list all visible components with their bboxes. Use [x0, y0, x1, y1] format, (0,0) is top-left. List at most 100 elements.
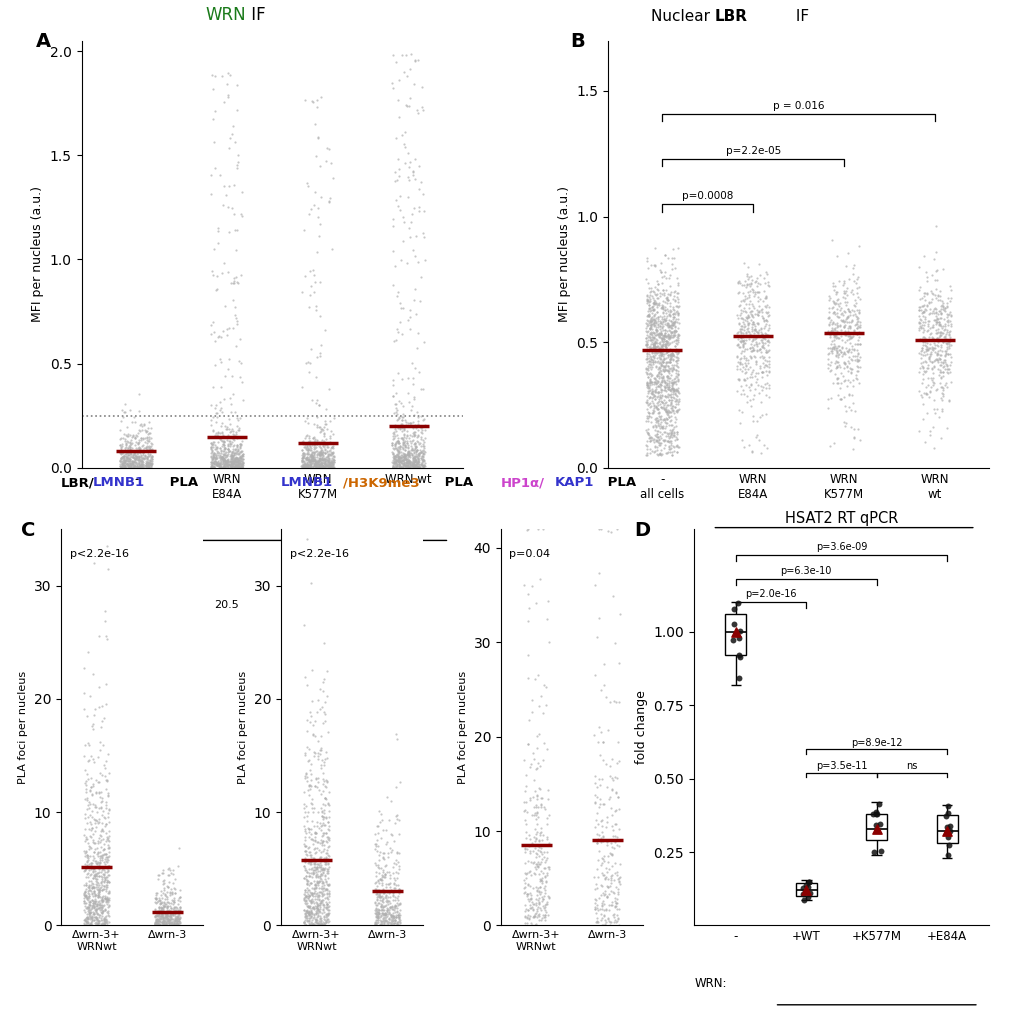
Point [539, 782, 555, 798]
Point [648, 354, 664, 370]
Point [652, 399, 668, 415]
Point [665, 382, 682, 399]
Point [97, 902, 113, 918]
Point [206, 460, 222, 476]
Point [314, 421, 330, 437]
Point [397, 98, 414, 114]
Point [304, 891, 320, 907]
Point [100, 899, 116, 915]
Point [312, 904, 328, 920]
Point [397, 454, 414, 470]
Point [309, 869, 325, 885]
Point [88, 909, 104, 925]
Point [752, 394, 768, 410]
Point [297, 457, 313, 473]
Point [638, 437, 654, 454]
Point [518, 793, 534, 810]
Point [645, 313, 661, 330]
Point [375, 913, 391, 930]
Point [172, 910, 189, 926]
Point [81, 882, 97, 898]
Point [311, 445, 327, 462]
Point [311, 842, 327, 858]
Point [914, 307, 930, 323]
Point [208, 425, 224, 441]
Point [661, 443, 678, 460]
Point [643, 345, 659, 361]
Point [297, 882, 313, 898]
Point [309, 901, 325, 917]
Point [233, 447, 250, 464]
Point [232, 458, 249, 474]
Point [309, 455, 325, 471]
Point [662, 312, 679, 328]
Point [298, 892, 314, 908]
Point [416, 411, 432, 427]
Point [941, 324, 957, 341]
Point [925, 401, 942, 417]
Point [744, 318, 760, 335]
Point [600, 902, 616, 918]
Point [308, 860, 324, 877]
Point [228, 222, 245, 238]
Point [161, 915, 177, 932]
Point [142, 457, 158, 473]
Point [368, 892, 384, 908]
Point [638, 394, 654, 410]
Point [219, 446, 235, 463]
Point [219, 456, 235, 472]
Point [413, 423, 429, 439]
Point [597, 870, 613, 886]
Point [224, 451, 240, 467]
Point [666, 373, 683, 390]
Point [918, 273, 934, 289]
Point [223, 452, 239, 468]
Point [86, 812, 102, 828]
Point [748, 338, 764, 354]
Point [93, 869, 109, 885]
Point [308, 898, 324, 914]
Point [663, 379, 680, 396]
Point [133, 454, 150, 470]
Point [732, 328, 748, 345]
Point [123, 454, 140, 470]
Point [97, 910, 113, 926]
Point [649, 353, 665, 369]
Point [377, 906, 393, 922]
Point [77, 894, 94, 910]
Point [416, 417, 432, 433]
Point [401, 432, 418, 448]
Point [665, 292, 682, 308]
Point [540, 859, 556, 876]
Point [657, 333, 674, 349]
Point [848, 342, 864, 358]
Point [81, 734, 97, 751]
Point [941, 325, 957, 342]
Point [643, 314, 659, 331]
Point [315, 426, 331, 442]
Point [221, 447, 237, 464]
Point [163, 916, 179, 933]
Point [312, 456, 328, 472]
Point [294, 453, 311, 469]
Point [657, 387, 674, 404]
Point [215, 451, 231, 467]
Point [654, 431, 671, 447]
Point [845, 342, 861, 358]
Point [407, 457, 423, 473]
Point [396, 451, 413, 467]
Point [377, 865, 393, 882]
Point [293, 452, 310, 468]
Point [922, 361, 938, 377]
Point [220, 457, 236, 473]
Point [644, 324, 660, 341]
Point [210, 444, 226, 461]
Point [303, 904, 319, 920]
Point [914, 371, 930, 387]
Point [219, 320, 235, 337]
Point [726, 615, 742, 632]
Point [640, 404, 656, 420]
Point [316, 880, 332, 896]
Point [314, 875, 330, 891]
Point [409, 448, 425, 465]
